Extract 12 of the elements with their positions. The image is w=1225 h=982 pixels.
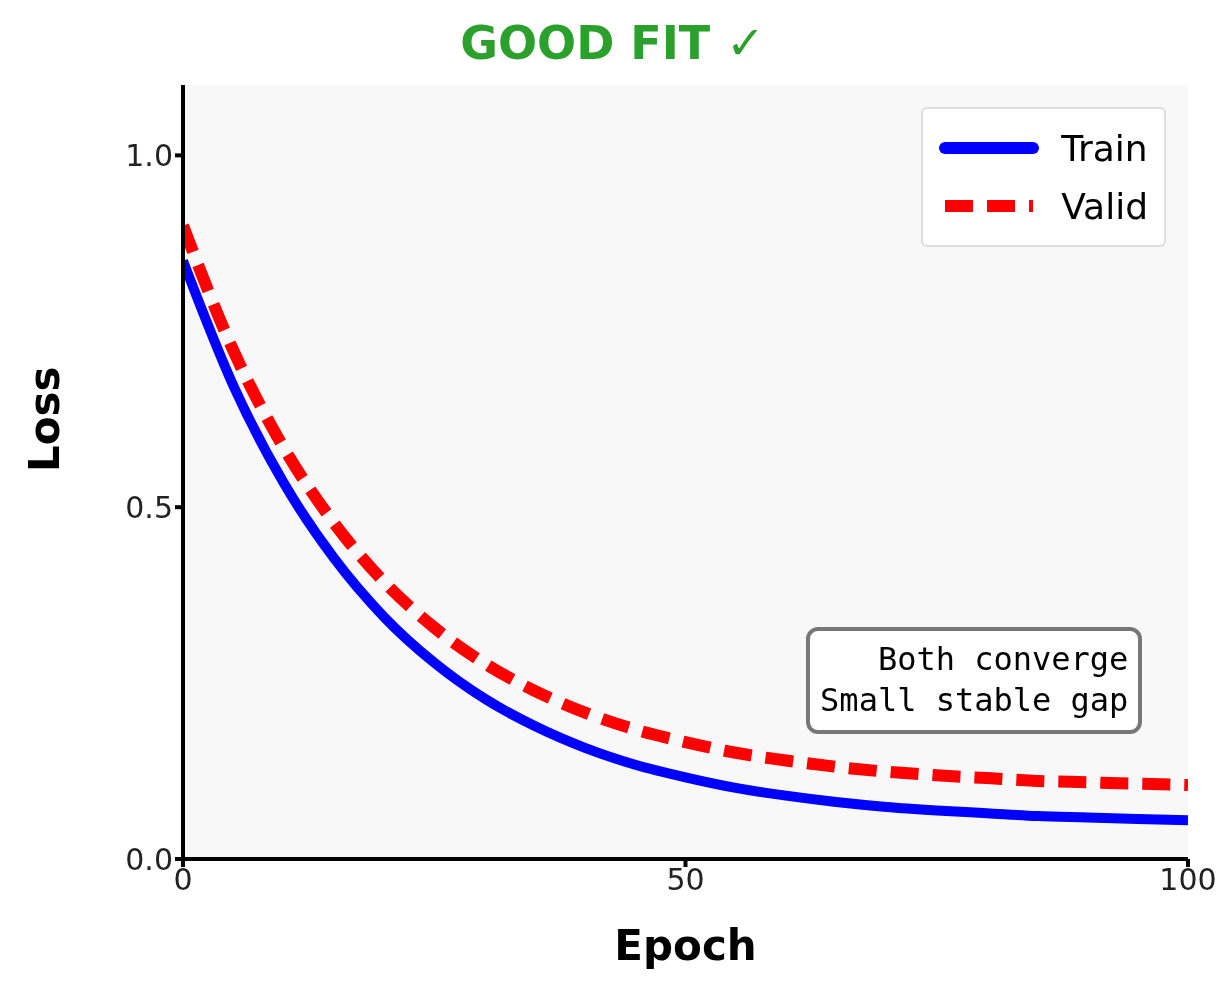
y-axis-title: Loss	[19, 366, 69, 472]
y-tick-label: 0.0	[125, 841, 173, 877]
x-tick-label: 0	[173, 862, 193, 898]
x-axis-title: Epoch	[614, 921, 757, 970]
x-tick-label: 50	[666, 862, 705, 898]
legend-label: Valid	[1061, 185, 1148, 227]
y-tick-label: 1.0	[125, 138, 173, 174]
y-tick-label: 0.5	[125, 489, 173, 525]
legend-label: Train	[1061, 127, 1148, 169]
annotation: Both converge Small stable gap	[806, 626, 1143, 734]
chart-title: GOOD FIT ✓	[459, 16, 766, 70]
x-tick-label: 100	[1159, 862, 1217, 898]
